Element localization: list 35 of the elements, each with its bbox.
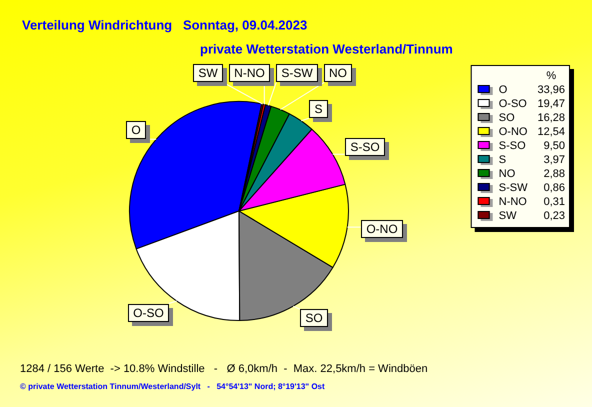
slice-label: S <box>309 100 328 118</box>
data-label: 0,86 <box>544 182 565 194</box>
data-label: 0,23 <box>544 210 565 222</box>
legend-label: S-SO <box>498 140 526 152</box>
slice-label: O <box>126 121 146 139</box>
legend-label: O <box>498 84 508 96</box>
legend-label: SO <box>498 112 516 124</box>
data-label: 33,96 <box>537 84 565 96</box>
slice-label: NO <box>324 64 352 82</box>
data-label: 2,88 <box>544 168 565 180</box>
legend-label: N-NO <box>498 196 528 208</box>
slice-label: O-NO <box>361 220 403 238</box>
legend-label: S-SW <box>498 182 528 194</box>
data-label: 0,31 <box>544 196 565 208</box>
slice-label: SW <box>193 64 223 82</box>
data-label: 3,97 <box>544 154 565 166</box>
chart-title: Verteilung Windrichtung Sonntag, 09.04.2023 <box>22 18 308 33</box>
legend-label: O-NO <box>498 126 528 138</box>
text: 1284 / 156 Werte -> 10.8% Windstille - Ø 6,0km/h - Max. 22,5km/h = Windböen <box>20 363 428 376</box>
slice-label: S-SO <box>345 138 385 156</box>
slice-label: S-SW <box>276 64 318 82</box>
legend-label: SW <box>498 210 518 222</box>
data-label: 12,54 <box>537 126 565 138</box>
chart-subtitle: private Wetterstation Westerland/Tinnum <box>200 42 453 57</box>
slice-label: O-SO <box>128 304 169 322</box>
text: © private Wetterstation Tinnum/Westerland/Sylt - 54°54'13" Nord; 8°19'13" Ost <box>20 382 325 392</box>
slice-label: SO <box>300 309 328 327</box>
legend-label: O-SO <box>498 98 528 110</box>
slice-label: N-NO <box>229 64 270 82</box>
data-label: 16,28 <box>537 112 565 124</box>
legend-label: S <box>498 154 506 166</box>
data-label: 9,50 <box>544 140 565 152</box>
legend-label: NO <box>498 168 516 180</box>
data-label: 19,47 <box>537 98 565 110</box>
legend-title: % <box>546 70 556 82</box>
